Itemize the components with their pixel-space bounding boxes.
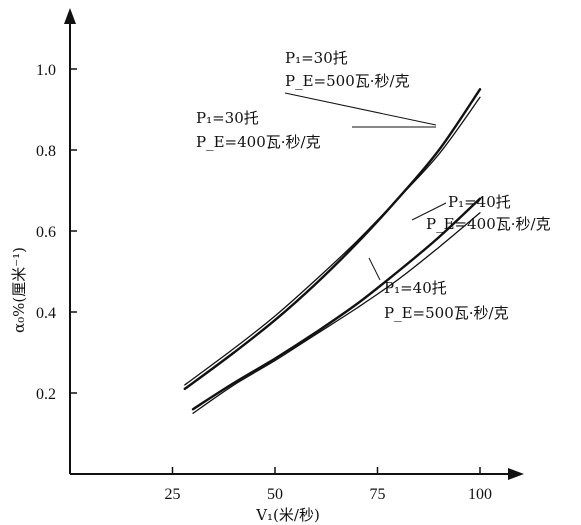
y-axis-label: α₀%(厘米⁻¹) bbox=[10, 247, 28, 333]
annotation-40torr-400-line2-text: P_E=400瓦·秒/克 bbox=[426, 215, 551, 233]
annotation-40torr-400-line1: P₁=40托 bbox=[448, 193, 511, 211]
annotation-30torr-500-line1-text: P₁=30托 bbox=[285, 49, 348, 67]
annotation-40torr-500-line1: P₁=40托 bbox=[384, 279, 447, 297]
series-line-0 bbox=[184, 96, 481, 386]
annotation-30torr-400-line2-text: P_E=400瓦·秒/克 bbox=[196, 133, 321, 151]
y-axis-arrow bbox=[64, 8, 76, 24]
y-tick-label: 0.6 bbox=[36, 224, 56, 241]
annotation-30torr-400-line2: P_E=400瓦·秒/克 bbox=[196, 133, 321, 151]
x-axis-label: V₁(米/秒) bbox=[255, 506, 320, 524]
annotation-40torr-500-line2: P_E=500瓦·秒/克 bbox=[384, 304, 509, 322]
annotation-40torr-500-line1-text: P₁=40托 bbox=[384, 279, 447, 297]
x-tick-label: 25 bbox=[165, 486, 181, 503]
y-tick-label: 0.8 bbox=[36, 143, 56, 160]
annotation-40torr-400-line1-text: P₁=40托 bbox=[448, 193, 511, 211]
series-line-3 bbox=[192, 212, 481, 414]
annotation-30torr-500-line1: P₁=30托 bbox=[285, 49, 348, 67]
x-tick-label: 100 bbox=[468, 486, 492, 503]
y-tick-label: 0.2 bbox=[36, 386, 56, 403]
x-tick-label: 75 bbox=[370, 486, 386, 503]
x-axis-arrow bbox=[508, 468, 524, 480]
curves bbox=[183, 88, 482, 414]
y-tick-label: 0.4 bbox=[36, 305, 56, 322]
annotation-40torr-500-line2-text: P_E=500瓦·秒/克 bbox=[384, 304, 509, 322]
series-line-2 bbox=[191, 197, 482, 411]
x-tick-label: 50 bbox=[267, 486, 283, 503]
series-line-1 bbox=[183, 88, 482, 391]
annotation-30torr-400-line1-text: P₁=30托 bbox=[196, 109, 259, 127]
y-tick-label: 1.0 bbox=[36, 62, 56, 79]
annotation-30torr-500-line2: P_E=500瓦·秒/克 bbox=[285, 72, 410, 90]
ticks: 25 50 75 100 0.2 0.4 0.6 0.8 1.0 bbox=[36, 62, 492, 503]
leader-lines bbox=[284, 92, 447, 281]
leader-line-3 bbox=[368, 257, 381, 281]
annotation-30torr-400-line1: P₁=30托 bbox=[196, 109, 259, 127]
leader-line-2 bbox=[411, 202, 447, 221]
annotation-30torr-500-line2-text: P_E=500瓦·秒/克 bbox=[285, 72, 410, 90]
leader-line-0 bbox=[284, 92, 437, 126]
annotation-40torr-400-line2: P_E=400瓦·秒/克 bbox=[426, 215, 551, 233]
